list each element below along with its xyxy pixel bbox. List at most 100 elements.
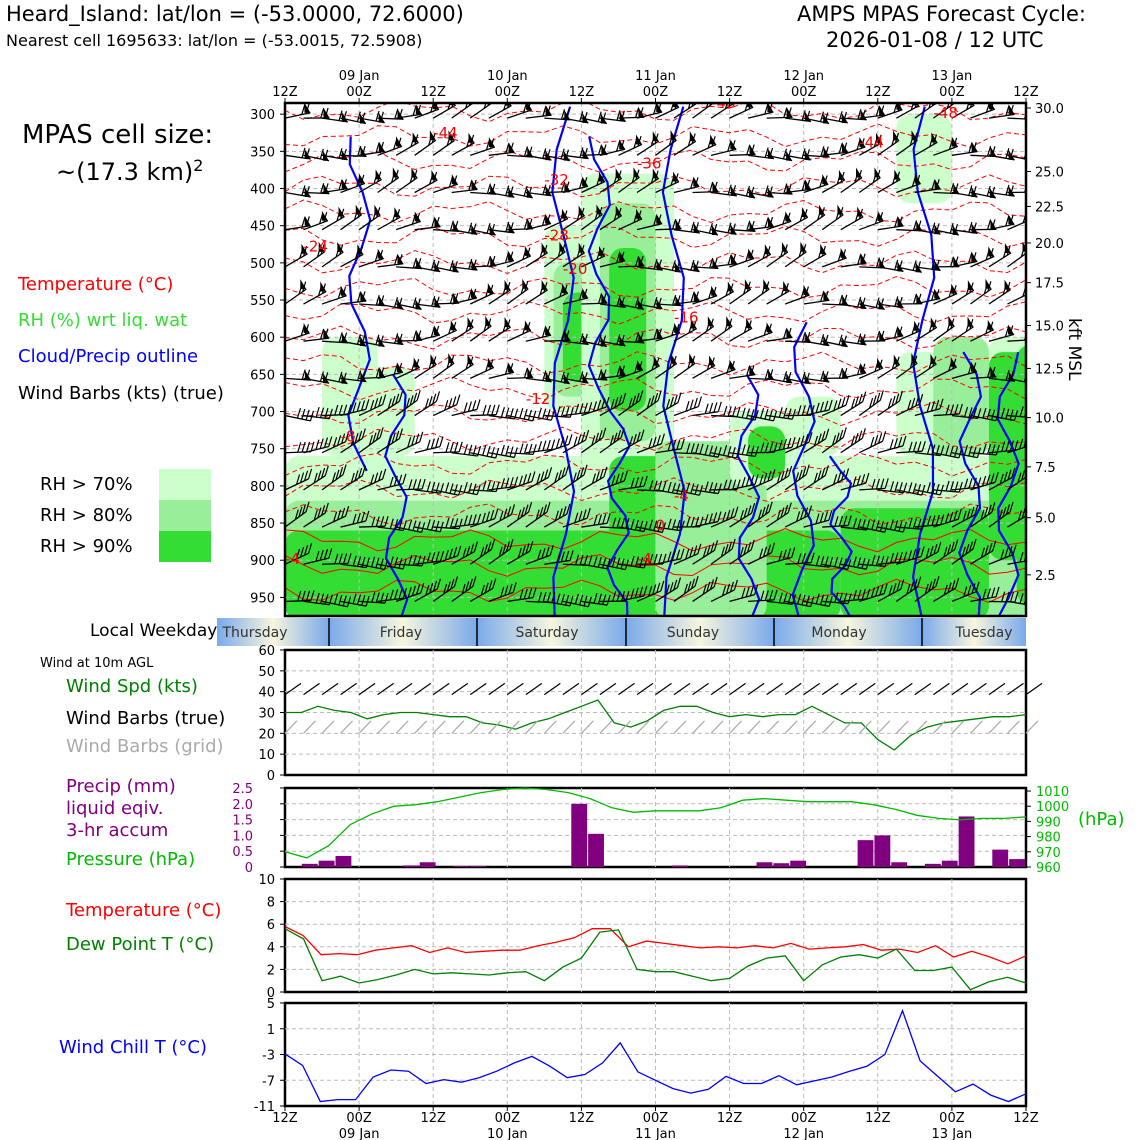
wind-barb-feather	[439, 436, 444, 447]
wind-barb-feather	[502, 321, 507, 333]
wind-barb-feather	[969, 282, 974, 293]
wind-barb-feather	[889, 552, 895, 564]
wind-barb-pennant	[467, 316, 474, 327]
date-tick-label: 11 Jan	[635, 1127, 676, 1140]
wind-barb-feather	[398, 297, 403, 309]
isotherm-label: -4	[285, 550, 300, 568]
wind-barb-feather	[1019, 551, 1024, 563]
wind-barb-feather	[519, 407, 524, 419]
wind-barb	[858, 167, 881, 194]
wind-barb-feather	[895, 356, 900, 368]
wind-barb-pennant	[524, 245, 531, 256]
wind-barb-feather	[583, 288, 588, 300]
wind-barb-feather	[870, 587, 876, 598]
wind-barb-feather	[420, 582, 425, 594]
wind-barb-feather	[702, 547, 707, 558]
wind-barb	[784, 505, 813, 528]
wind-barb-feather	[561, 467, 566, 478]
wind-barb	[803, 465, 829, 491]
wind-barb-feather	[579, 147, 584, 158]
wind-barb-feather	[411, 435, 416, 446]
wind-barb-feather	[425, 585, 430, 596]
wind-barb-feather	[704, 403, 709, 414]
wind-barb	[636, 355, 661, 379]
wind-barb-feather	[845, 394, 850, 406]
wind-barb-feather	[405, 397, 411, 409]
wind-barb-feather	[871, 478, 876, 490]
wind-barb	[766, 547, 796, 565]
wind-barb	[877, 579, 905, 602]
station-title: Heard_Island: lat/lon = (-53.0000, 72.60…	[6, 2, 464, 26]
wind-barb-feather	[560, 330, 566, 341]
wind-barb-feather	[454, 220, 459, 232]
wind-barb	[914, 482, 944, 496]
wind-barb-feather	[656, 435, 661, 446]
wind-barb-feather	[586, 507, 591, 519]
wind-barb	[840, 296, 867, 310]
wind-barb-feather	[631, 172, 636, 183]
wind-barb-feather	[639, 298, 644, 309]
wind-barb-feather	[750, 502, 756, 514]
wind-barb-feather	[546, 325, 551, 337]
wind-barb-feather	[931, 290, 936, 301]
wind-barb-feather	[794, 472, 800, 483]
wind-barb	[322, 553, 352, 565]
wind-barb	[451, 541, 479, 565]
rh-70-swatch	[159, 469, 211, 500]
wind-barb-feather	[413, 392, 418, 404]
hour-tick-label: 12Z	[569, 1111, 595, 1126]
wind-barb-feather	[1045, 433, 1048, 443]
kft-tick-label: 20.0	[1035, 237, 1064, 252]
wind-barb	[433, 482, 463, 496]
wind-barb-feather	[448, 398, 453, 409]
wind-10m-barb	[951, 682, 969, 696]
wind-barb-feather	[731, 223, 736, 234]
wind-barb	[414, 169, 438, 194]
wind-barb	[599, 556, 629, 571]
wind-barb-feather	[560, 181, 566, 193]
wind-barb	[581, 466, 608, 491]
kft-tick-label: 22.5	[1035, 200, 1064, 215]
wind-barb-feather	[449, 483, 454, 494]
wind-barb-feather	[435, 325, 440, 337]
wind-barb-feather	[900, 579, 905, 590]
wind-barb-feather	[469, 319, 474, 330]
wind-barb	[469, 283, 495, 305]
wind-barb-feather	[430, 520, 436, 531]
wind-barb	[469, 357, 495, 379]
wind-barb-feather	[857, 296, 862, 308]
wind-barb-feather	[543, 244, 548, 256]
wind-barb-feather	[310, 590, 315, 601]
wind-10m-barb	[618, 682, 635, 696]
wind-barb	[432, 576, 459, 602]
wind-barb-feather	[323, 211, 328, 223]
wind-barb-feather	[690, 443, 695, 454]
wind-barb-feather	[802, 467, 807, 478]
wind-barb-feather	[990, 409, 996, 421]
wind-barb-feather	[991, 366, 996, 378]
wind-barb-feather	[472, 400, 477, 411]
wind-barb-feather	[723, 405, 728, 417]
wind-barb	[933, 223, 959, 236]
wind-barb-feather	[320, 244, 325, 255]
wind-barb-feather	[398, 588, 403, 599]
wind-barb-feather	[874, 213, 879, 224]
wind-barb-feather	[592, 401, 598, 412]
wind-barb-feather	[858, 430, 863, 441]
wind-barb	[340, 428, 366, 454]
wind-barb-feather	[954, 539, 959, 550]
kft-tick-label: 7.5	[1035, 461, 1056, 476]
wind-barbs-true-label: Wind Barbs (true)	[66, 708, 226, 729]
wind-barb-feather	[783, 407, 788, 419]
wind-barb-feather	[320, 183, 325, 194]
wind-barb-feather	[545, 546, 550, 557]
wind-barb-feather	[912, 293, 918, 304]
wind-barb-feather	[616, 296, 621, 307]
wind-barb	[877, 551, 908, 565]
wind-barb	[599, 250, 626, 268]
wind-barb-feather	[407, 437, 412, 448]
wind-barb-feather	[373, 173, 378, 185]
date-tick-label: 10 Jan	[487, 69, 528, 84]
wind-grid-barb	[618, 720, 631, 734]
wind-barb	[377, 207, 401, 231]
